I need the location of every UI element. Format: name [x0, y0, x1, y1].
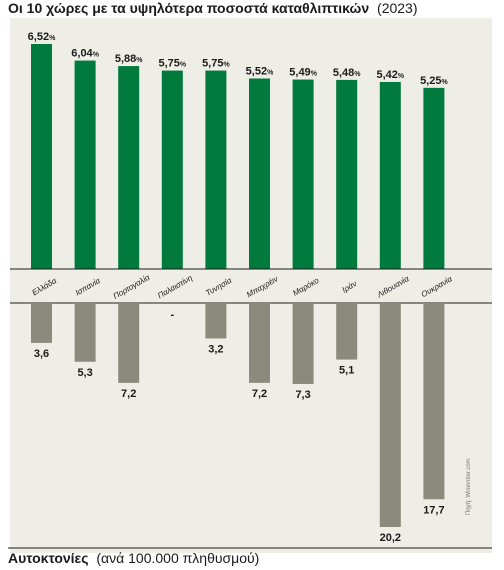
- top-bar-5: [249, 78, 270, 269]
- top-bar-1: [74, 60, 96, 269]
- top-value-number-7: 5,48: [333, 67, 354, 79]
- top-value-label-7: 5,48%: [333, 67, 361, 79]
- top-bar-6: [292, 79, 314, 269]
- top-value-labels-group: 6,52%6,04% 5,88% 5,75% 5,75%5,52% 5,49% 5,48%…: [28, 31, 449, 87]
- top-value-unit-7: %: [354, 71, 361, 78]
- top-value-number-8: 5,42: [376, 69, 397, 81]
- bottom-value-label-4: 3,2: [208, 343, 223, 355]
- top-bar-9: [423, 87, 445, 269]
- top-value-unit-8: %: [398, 73, 405, 80]
- bottom-bar-8: [379, 303, 401, 527]
- top-value-number-1: 6,04: [71, 48, 93, 60]
- top-bar-3: [161, 70, 183, 269]
- bottom-bar-4: [205, 303, 227, 339]
- top-value-number-0: 6,52: [28, 31, 49, 43]
- top-value-unit-6: %: [311, 71, 318, 78]
- top-value-number-4: 5,75: [202, 58, 223, 70]
- top-bar-8: [379, 81, 401, 270]
- bottom-bar-1: [74, 303, 96, 362]
- bottom-value-label-2: 7,2: [121, 388, 136, 400]
- top-value-label-2: 5,88%: [115, 53, 143, 65]
- top-value-number-9: 5,25: [420, 75, 441, 87]
- credit-label: Πηγή: Wisevoter.com: [465, 458, 472, 515]
- top-value-label-3: 5,75%: [158, 58, 186, 70]
- top-value-label-8: 5,42%: [376, 69, 404, 81]
- top-value-number-2: 5,88: [115, 53, 136, 65]
- top-value-unit-4: %: [223, 62, 230, 69]
- bottom-value-label-9: 17,7: [423, 504, 444, 516]
- bottom-value-label-0: 3,6: [34, 348, 49, 360]
- top-value-label-6: 5,49%: [289, 67, 317, 79]
- bottom-value-label-1: 5,3: [77, 367, 92, 379]
- top-chart-title: Οι 10 χώρες με τα υψηλότερα ποσοστά κατα…: [8, 0, 418, 16]
- top-value-unit-3: %: [180, 62, 187, 69]
- bottom-value-label-3: -: [170, 309, 174, 321]
- bottom-chart-title: Αυτοκτονίες (ανά 100.000 πληθυσμού): [8, 550, 259, 566]
- top-bar-2: [118, 66, 140, 269]
- top-bar-7: [336, 79, 358, 269]
- top-value-label-9: 5,25%: [420, 75, 448, 87]
- top-bars-group: [31, 44, 445, 270]
- top-bar-0: [31, 44, 52, 269]
- top-value-unit-2: %: [136, 57, 143, 64]
- bottom-bar-0: [31, 303, 52, 343]
- top-value-label-0: 6,52%: [28, 31, 56, 43]
- top-value-unit-0: %: [49, 35, 56, 42]
- bottom-value-label-5: 7,2: [252, 388, 267, 400]
- bottom-value-label-8: 20,2: [380, 532, 401, 544]
- top-value-unit-9: %: [441, 79, 448, 86]
- bottom-bars-group: [31, 303, 445, 527]
- bottom-bar-2: [118, 303, 140, 383]
- bottom-bar-9: [423, 303, 445, 500]
- top-bar-4: [205, 70, 227, 269]
- top-value-number-6: 5,49: [289, 67, 310, 79]
- top-value-label-4: 5,75%: [202, 58, 230, 70]
- top-value-number-3: 5,75: [158, 58, 179, 70]
- top-value-unit-5: %: [267, 70, 274, 77]
- bottom-bar-7: [336, 303, 358, 360]
- top-value-unit-1: %: [93, 52, 100, 59]
- bottom-value-label-6: 7,3: [295, 389, 310, 401]
- bottom-value-label-7: 5,1: [339, 365, 354, 377]
- top-value-label-1: 6,04%: [71, 48, 99, 60]
- top-value-label-5: 5,52%: [246, 66, 274, 78]
- bottom-value-labels-group: 3,6 5,3 7,2 - 3,2 7,2 7,3 5,1 20,2 17,7: [34, 309, 445, 544]
- top-value-number-5: 5,52: [246, 66, 267, 78]
- bottom-bar-6: [292, 303, 314, 384]
- bottom-bar-5: [249, 303, 270, 383]
